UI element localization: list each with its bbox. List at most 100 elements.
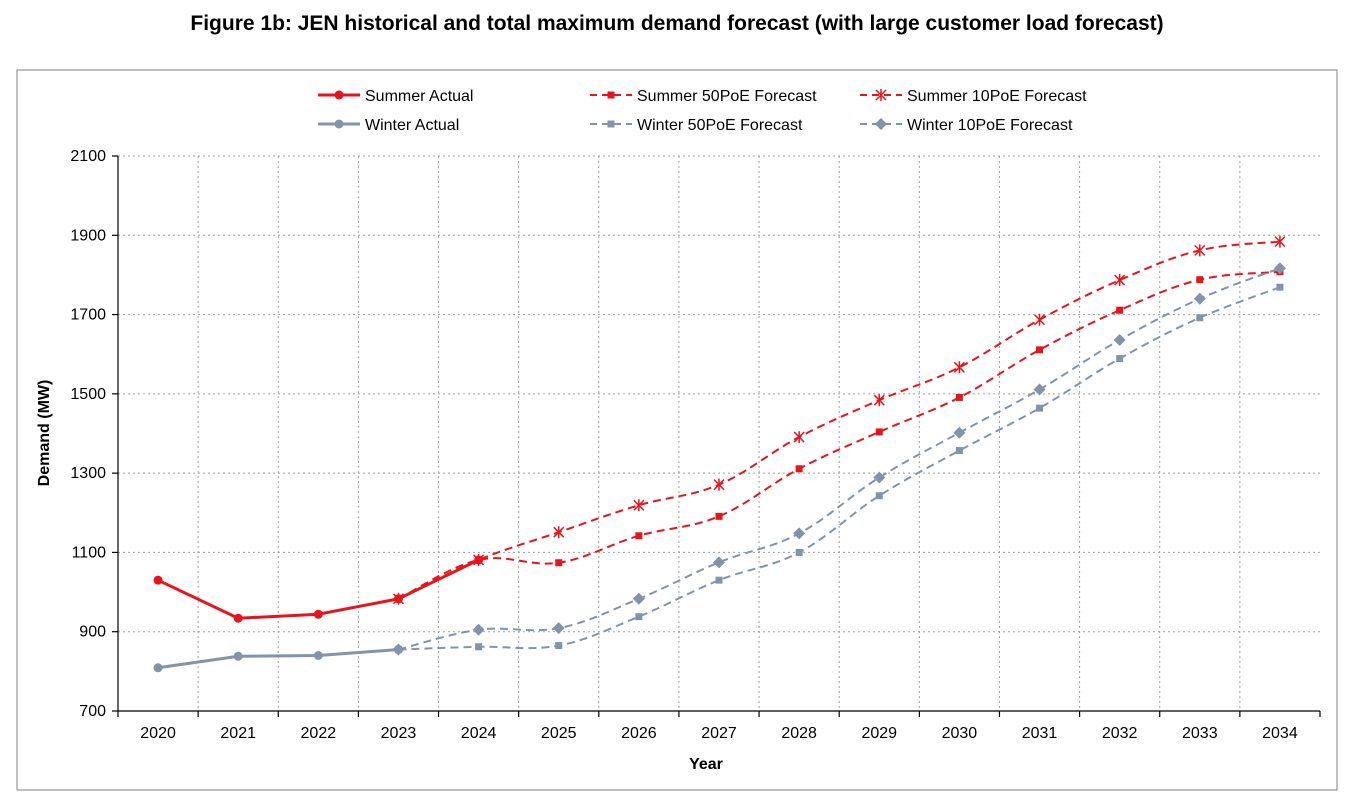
data-point [313, 651, 323, 660]
data-point [475, 643, 483, 651]
legend-marker [875, 118, 887, 130]
series-line [398, 240, 1281, 600]
y-tick-label: 1300 [70, 465, 106, 482]
axes: 700 900 1100 1300 1500 1700 1900 2100 2020 2021 20… [70, 148, 1321, 742]
data-point [233, 613, 243, 623]
y-tick-label: 1700 [70, 307, 106, 324]
data-point [555, 642, 563, 650]
data-point [793, 431, 805, 444]
x-tick-label: 2031 [1022, 725, 1058, 742]
data-point [632, 592, 645, 605]
data-point [233, 651, 243, 661]
data-point [153, 575, 163, 585]
series-line [398, 267, 1281, 651]
data-point [875, 428, 883, 436]
x-tick-label: 2024 [461, 725, 497, 742]
legend-label: Summer Actual [365, 88, 473, 105]
x-tick-label: 2029 [861, 725, 897, 742]
data-point [1036, 404, 1044, 412]
data-point [1194, 244, 1206, 257]
data-point [153, 663, 163, 673]
legend-entry: Winter 50PoE Forecast [590, 117, 803, 134]
x-tick-label: 2034 [1262, 725, 1298, 742]
data-point [715, 576, 723, 584]
data-point [1113, 333, 1126, 346]
legend-marker [607, 91, 615, 99]
legend-marker [607, 120, 615, 128]
legend-label: Summer 50PoE Forecast [637, 88, 817, 105]
legend-entry: Summer 10PoE Forecast [860, 88, 1087, 105]
x-tick-label: 2020 [140, 725, 176, 742]
data-point [1273, 262, 1286, 275]
series-summer-actual [153, 555, 484, 623]
data-point [1196, 276, 1204, 284]
y-tick-label: 900 [79, 624, 106, 641]
data-point [713, 478, 725, 491]
data-point [393, 594, 403, 604]
y-axis-title: Demand (MW) [36, 380, 53, 487]
data-point [635, 532, 643, 540]
legend-marker [334, 119, 344, 129]
y-tick-label: 2100 [70, 148, 106, 165]
data-point [1276, 283, 1284, 291]
legend-marker [334, 90, 344, 100]
data-point [955, 393, 963, 401]
y-tick-label: 1100 [72, 544, 107, 561]
x-tick-label: 2027 [701, 725, 737, 742]
x-axis-title: Year [689, 756, 723, 773]
data-point [715, 512, 723, 520]
data-point [875, 492, 883, 500]
x-tick-label: 2022 [301, 725, 337, 742]
series-winter-50poe-forecast [394, 283, 1284, 654]
legend-entry: Winter 10PoE Forecast [860, 117, 1073, 134]
data-point [555, 559, 563, 567]
grid [118, 155, 1320, 711]
y-tick-label: 1500 [70, 386, 106, 403]
data-point [713, 556, 725, 569]
x-tick-label: 2030 [942, 725, 978, 742]
y-tick-label: 700 [79, 703, 106, 720]
data-point [953, 361, 965, 374]
series-line [157, 558, 480, 620]
data-point [1274, 235, 1286, 248]
series-winter-10poe-forecast [392, 262, 1286, 656]
legend-marker [875, 89, 887, 101]
x-tick-label: 2021 [220, 725, 256, 742]
data-point [313, 609, 323, 619]
data-point [472, 623, 485, 636]
data-point [955, 447, 963, 455]
x-tick-label: 2025 [541, 725, 577, 742]
data-point [1116, 355, 1124, 363]
legend-label: Winter 50PoE Forecast [637, 117, 803, 134]
data-point [393, 645, 403, 655]
data-point [873, 394, 885, 407]
data-point [1193, 292, 1206, 305]
series-group [153, 235, 1286, 673]
data-point [795, 465, 803, 473]
data-point [552, 622, 565, 635]
x-tick-label: 2023 [381, 725, 417, 742]
data-point [1114, 274, 1126, 287]
legend-entry: Winter Actual [318, 117, 459, 134]
x-tick-label: 2028 [781, 725, 817, 742]
data-point [1036, 346, 1044, 354]
data-point [953, 426, 966, 439]
legend-label: Summer 10PoE Forecast [907, 88, 1087, 105]
data-point [795, 548, 803, 556]
series-winter-actual [153, 645, 403, 673]
x-tick-label: 2026 [621, 725, 657, 742]
data-point [553, 526, 565, 539]
data-point [1196, 314, 1204, 322]
data-point [1116, 306, 1124, 314]
legend-entry: Summer Actual [318, 88, 473, 105]
x-tick-label: 2033 [1182, 725, 1218, 742]
data-point [793, 527, 806, 540]
data-point [633, 499, 645, 512]
chart-frame [16, 69, 1338, 791]
data-point [635, 613, 643, 621]
chart-title: Figure 1b: JEN historical and total maxi… [190, 12, 1164, 35]
legend-entry: Summer 50PoE Forecast [590, 88, 817, 105]
series-line [157, 648, 399, 670]
x-tick-label: 2032 [1102, 725, 1138, 742]
